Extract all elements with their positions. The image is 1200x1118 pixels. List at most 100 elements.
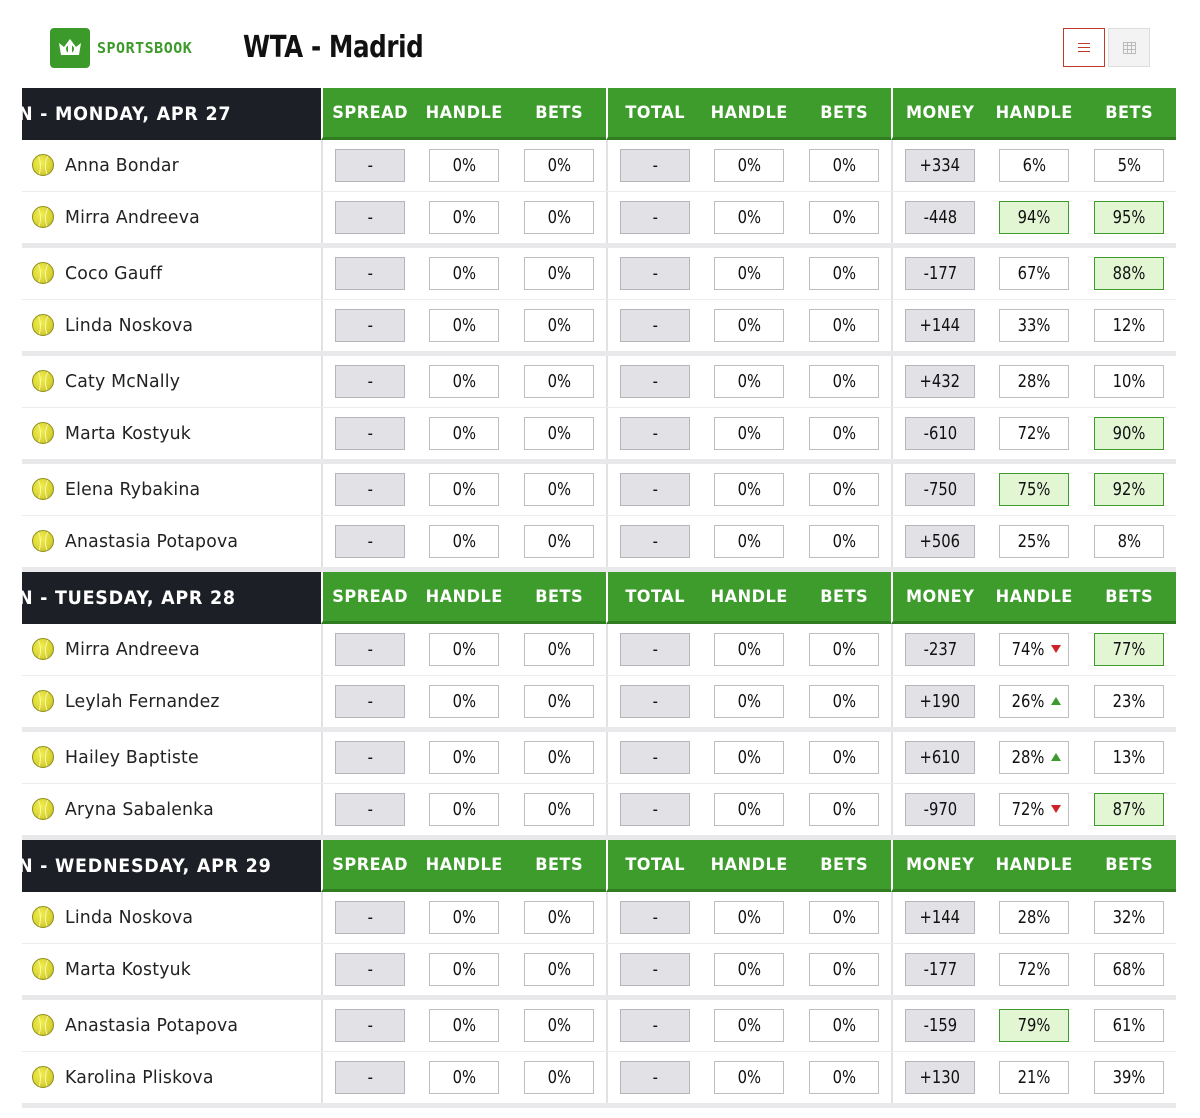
spread-group: - 0% 0% [321,1000,606,1051]
total-box[interactable]: - [620,472,691,506]
total-box[interactable]: - [620,632,691,666]
total-box[interactable]: - [620,524,691,558]
column-header[interactable]: SPREAD [332,586,409,607]
spread-box[interactable]: - [335,200,406,234]
spread-box[interactable]: - [335,472,406,506]
money-box[interactable]: -750 [905,472,976,506]
spread-bets-box: 0% [523,740,594,774]
total-box[interactable]: - [620,256,691,290]
player-name[interactable]: Anastasia Potapova [65,1014,239,1036]
spread-box[interactable]: - [335,256,406,290]
player-name[interactable]: Mirra Andreeva [65,206,200,228]
total-box[interactable]: - [620,900,691,934]
spread-box[interactable]: - [335,792,406,826]
money-box[interactable]: -610 [905,416,976,450]
spread-box[interactable]: - [335,684,406,718]
spread-box[interactable]: - [335,900,406,934]
column-header[interactable]: TOTAL [625,854,686,875]
player-name[interactable]: Caty McNally [65,370,181,392]
column-header[interactable]: TOTAL [625,586,686,607]
total-box[interactable]: - [620,952,691,986]
total-box[interactable]: - [620,684,691,718]
list-view-button[interactable] [1063,28,1105,67]
total-box[interactable]: - [620,308,691,342]
column-header[interactable]: MONEY [905,102,975,123]
column-header[interactable]: BETS [1104,586,1153,607]
spread-box[interactable]: - [335,364,406,398]
column-header[interactable]: SPREAD [332,102,409,123]
player-name[interactable]: Aryna Sabalenka [65,798,214,820]
column-header[interactable]: BETS [819,586,868,607]
money-box[interactable]: -448 [905,200,976,234]
player-name[interactable]: Anastasia Potapova [65,530,239,552]
total-box[interactable]: - [620,200,691,234]
total-box[interactable]: - [620,1060,691,1094]
spread-box[interactable]: - [335,740,406,774]
money-box[interactable]: +144 [905,308,976,342]
total-box[interactable]: - [620,364,691,398]
money-box[interactable]: +610 [905,740,976,774]
column-header[interactable]: HANDLE [425,854,504,875]
player-name[interactable]: Mirra Andreeva [65,638,200,660]
column-header[interactable]: TOTAL [625,102,686,123]
column-header[interactable]: HANDLE [425,586,504,607]
column-header[interactable]: HANDLE [995,102,1074,123]
money-box[interactable]: +506 [905,524,976,558]
column-header[interactable]: BETS [534,586,583,607]
spread-box[interactable]: - [335,632,406,666]
money-box[interactable]: +334 [905,148,976,182]
spread-box[interactable]: - [335,1060,406,1094]
spread-box[interactable]: - [335,1008,406,1042]
moneyline-group: +506 25% 8% [891,515,1176,567]
column-header[interactable]: BETS [1104,854,1153,875]
money-box[interactable]: +190 [905,684,976,718]
money-box[interactable]: -177 [905,256,976,290]
value-cell: -448 [893,192,987,244]
column-header[interactable]: MONEY [905,586,975,607]
player-name[interactable]: Leylah Fernandez [65,690,220,712]
total-box[interactable]: - [620,740,691,774]
column-header[interactable]: BETS [534,102,583,123]
player-name[interactable]: Marta Kostyuk [65,958,191,980]
money-bets-value: 39% [1112,1066,1146,1088]
column-header[interactable]: MONEY [905,854,975,875]
money-box[interactable]: -237 [905,632,976,666]
money-box[interactable]: +130 [905,1060,976,1094]
player-name[interactable]: Linda Noskova [65,314,194,336]
player-name[interactable]: Linda Noskova [65,906,194,928]
money-box[interactable]: +432 [905,364,976,398]
grid-view-button[interactable] [1108,28,1150,67]
player-name[interactable]: Hailey Baptiste [65,746,199,768]
total-box[interactable]: - [620,792,691,826]
column-header[interactable]: BETS [1104,102,1153,123]
column-header[interactable]: HANDLE [710,102,789,123]
spread-box[interactable]: - [335,416,406,450]
money-box[interactable]: -970 [905,792,976,826]
money-box[interactable]: -177 [905,952,976,986]
column-header[interactable]: BETS [534,854,583,875]
sportsbook-logo[interactable]: SPORTSBOOK [50,28,192,68]
money-box[interactable]: -159 [905,1008,976,1042]
player-name[interactable]: Coco Gauff [65,262,163,284]
total-box[interactable]: - [620,148,691,182]
spread-box[interactable]: - [335,308,406,342]
total-box[interactable]: - [620,416,691,450]
player-name[interactable]: Karolina Pliskova [65,1066,214,1088]
column-header[interactable]: SPREAD [332,854,409,875]
total-box[interactable]: - [620,1008,691,1042]
column-header[interactable]: BETS [819,854,868,875]
column-header[interactable]: HANDLE [425,102,504,123]
spread-box[interactable]: - [335,148,406,182]
player-name[interactable]: Anna Bondar [65,154,179,176]
column-header[interactable]: HANDLE [995,854,1074,875]
column-header[interactable]: BETS [819,102,868,123]
column-header[interactable]: HANDLE [710,586,789,607]
column-header[interactable]: HANDLE [995,586,1074,607]
spread-box[interactable]: - [335,952,406,986]
money-box[interactable]: +144 [905,900,976,934]
player-name[interactable]: Marta Kostyuk [65,422,191,444]
column-header[interactable]: HANDLE [710,854,789,875]
spread-box[interactable]: - [335,524,406,558]
player-name[interactable]: Elena Rybakina [65,478,201,500]
value-cell: 72% [987,944,1081,996]
